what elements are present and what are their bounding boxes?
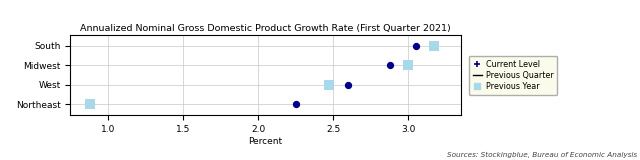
- Point: [403, 64, 413, 67]
- Point: [84, 103, 95, 106]
- Title: Annualized Nominal Gross Domestic Product Growth Rate (First Quarter 2021): Annualized Nominal Gross Domestic Produc…: [80, 24, 451, 33]
- Point: [343, 84, 353, 86]
- Point: [385, 64, 396, 67]
- Point: [324, 84, 334, 86]
- Text: Sources: Stockingblue, Bureau of Economic Analysis: Sources: Stockingblue, Bureau of Economi…: [447, 152, 637, 158]
- Point: [429, 45, 439, 47]
- Point: [411, 45, 421, 47]
- Point: [291, 103, 301, 106]
- X-axis label: Percent: Percent: [248, 137, 283, 146]
- Legend: Current Level, Previous Quarter, Previous Year: Current Level, Previous Quarter, Previou…: [468, 56, 557, 95]
